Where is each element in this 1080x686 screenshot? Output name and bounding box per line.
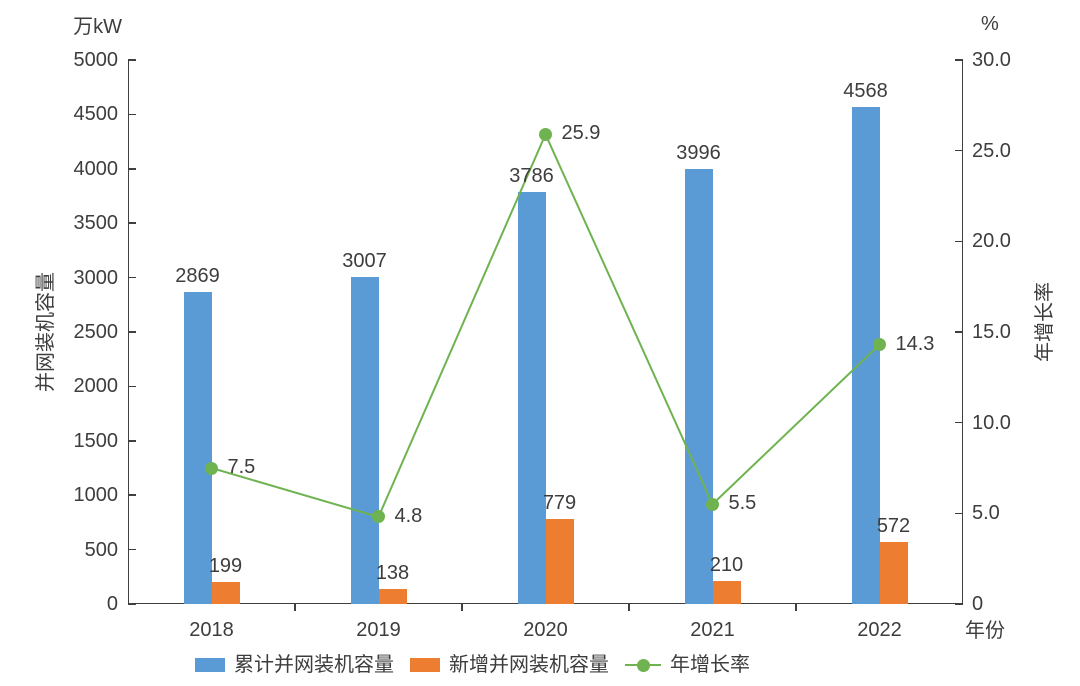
bar-value-label: 199: [208, 555, 243, 578]
bar-value-label: 3786: [509, 165, 554, 188]
left-axis-tick-label: 1500: [73, 429, 119, 452]
legend-dot-icon: [636, 658, 650, 672]
left-axis-tick: [128, 276, 136, 279]
bar-value-label: 4568: [843, 80, 888, 102]
growth-rate-polyline: [211, 131, 881, 519]
x-axis-tick: [294, 604, 296, 611]
x-axis-title: 年份: [965, 620, 1005, 642]
bar-累计并网装机容量: [350, 276, 379, 604]
legend-label: 新增并网装机容量: [449, 654, 609, 676]
chart-legend: 累计并网装机容量 新增并网装机容量 年增长率: [195, 653, 750, 677]
x-axis-category-label: 2020: [523, 619, 568, 641]
bar-新增并网装机容量: [712, 581, 741, 604]
legend-line-marker-icon: [625, 658, 661, 672]
left-axis-tick: [128, 494, 136, 496]
left-axis-tick-label: 4500: [73, 103, 119, 126]
right-axis-tick-label: 5.0: [972, 502, 1000, 525]
bar-value-label: 779: [542, 492, 577, 515]
legend-item: 年增长率: [625, 653, 750, 677]
left-axis-unit: 万kW: [73, 16, 122, 38]
bar-value-label: 138: [375, 561, 410, 584]
line-point-label: 14.3: [895, 332, 935, 355]
left-axis-tick-label: 1000: [73, 484, 119, 507]
line-point-marker: [205, 461, 218, 475]
bar-value-label: 572: [876, 514, 911, 537]
left-axis-tick-label: 500: [84, 538, 118, 561]
right-axis-tick: [955, 240, 963, 243]
left-axis-tick-label: 2500: [73, 321, 119, 343]
x-axis-tick: [795, 604, 797, 611]
bar-新增并网装机容量: [378, 588, 407, 604]
bar-累计并网装机容量: [684, 169, 713, 604]
bar-新增并网装机容量: [545, 519, 574, 604]
legend-swatch-icon: [410, 658, 440, 672]
right-axis-tick: [955, 331, 963, 333]
bar-累计并网装机容量: [851, 107, 880, 604]
legend-swatch-icon: [195, 658, 225, 672]
right-axis-tick-label: 25.0: [972, 139, 1011, 162]
bar-新增并网装机容量: [879, 541, 908, 604]
bar-value-label: 3007: [342, 249, 387, 272]
bar-累计并网装机容量: [517, 192, 546, 604]
left-axis-tick-label: 3500: [73, 212, 119, 235]
line-point-marker: [372, 510, 385, 524]
left-axis-tick: [128, 385, 136, 388]
line-point-label: 7.5: [227, 456, 256, 478]
left-axis-tick: [128, 603, 136, 605]
x-axis-category-label: 2021: [690, 619, 735, 641]
line-point-label: 5.5: [728, 492, 757, 515]
bar-value-label: 3996: [676, 142, 721, 165]
left-axis-tick: [128, 59, 136, 61]
left-axis-tick: [128, 222, 136, 224]
right-axis-tick: [955, 603, 963, 605]
right-axis-tick: [955, 512, 963, 515]
growth-rate-line: [211, 131, 881, 519]
right-axis-tick-label: 30.0: [972, 49, 1011, 71]
left-axis-tick-label: 2000: [73, 375, 119, 398]
right-axis-unit: %: [981, 13, 999, 35]
legend-item: 累计并网装机容量: [195, 653, 394, 677]
bar-value-label: 210: [709, 554, 744, 577]
legend-label: 年增长率: [670, 654, 750, 676]
left-axis-tick: [128, 113, 136, 116]
left-axis-tick: [128, 548, 136, 551]
left-axis-tick-label: 5000: [73, 49, 119, 71]
right-axis-tick-label: 20.0: [972, 230, 1011, 253]
left-axis-tick: [128, 168, 136, 170]
x-axis-category-label: 2022: [857, 619, 902, 641]
line-point-label: 25.9: [561, 122, 601, 145]
left-axis-tick-label: 4000: [73, 157, 119, 180]
line-point-marker: [539, 127, 552, 141]
line-point-marker: [706, 497, 719, 511]
right-axis-tick-label: 10.0: [972, 411, 1011, 434]
left-axis-tick: [128, 440, 136, 442]
bar-新增并网装机容量: [211, 582, 240, 604]
legend-item: 新增并网装机容量: [410, 653, 609, 677]
right-axis-tick-label: 15.0: [972, 321, 1011, 343]
x-axis-tick: [628, 604, 630, 611]
left-axis-tick: [128, 331, 136, 333]
right-axis-tick-label: 0: [972, 593, 984, 615]
right-axis-tick: [955, 421, 963, 424]
bar-累计并网装机容量: [183, 291, 212, 604]
line-point-marker: [873, 338, 886, 352]
right-axis-tick: [955, 149, 963, 152]
x-axis-tick: [461, 604, 463, 611]
x-axis-category-label: 2019: [356, 619, 401, 641]
bar-value-label: 2869: [175, 264, 220, 287]
x-axis-category-label: 2018: [189, 619, 234, 641]
right-axis-tick: [955, 59, 963, 61]
left-axis-tick-label: 0: [106, 593, 118, 615]
left-axis-tick-label: 3000: [73, 266, 119, 289]
legend-label: 累计并网装机容量: [234, 654, 394, 676]
line-point-label: 4.8: [394, 504, 423, 527]
